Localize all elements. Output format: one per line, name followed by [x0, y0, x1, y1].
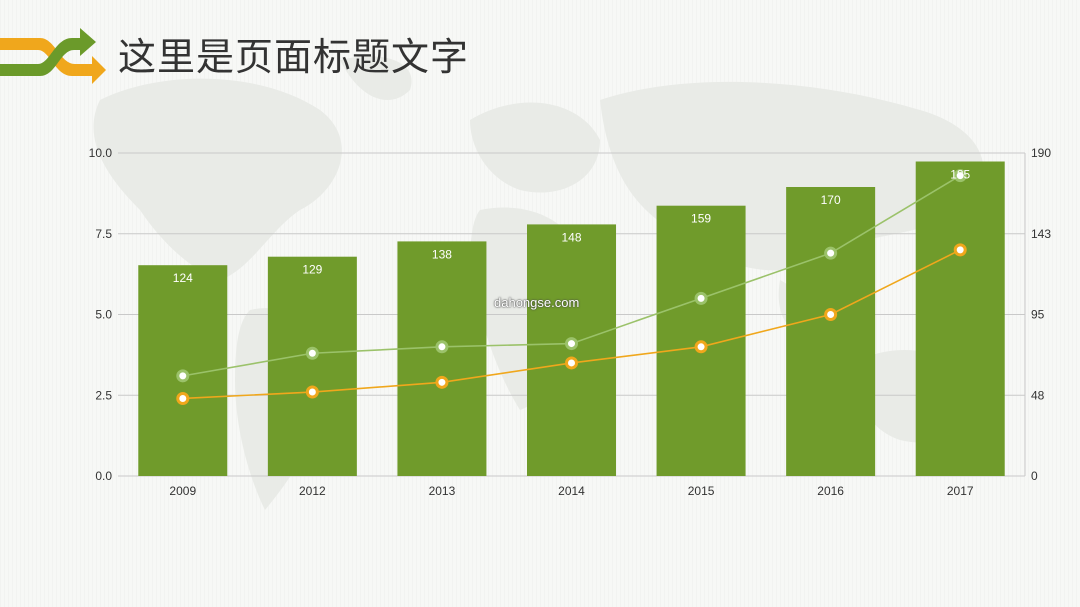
y-right-tick-label: 0 — [1031, 469, 1038, 483]
x-tick-label: 2012 — [299, 484, 326, 498]
watermark: dahongse.com — [494, 295, 580, 310]
y-right-tick-label: 190 — [1031, 146, 1051, 160]
line-point — [694, 340, 708, 354]
line-point — [435, 340, 449, 354]
y-right-tick-label: 143 — [1031, 227, 1051, 241]
bar-data-label: 138 — [432, 247, 452, 261]
bar-data-label: 129 — [302, 263, 322, 277]
line-point — [176, 369, 190, 383]
bar — [915, 161, 1005, 476]
page-title: 这里是页面标题文字 — [118, 35, 470, 79]
line-point — [824, 308, 838, 321]
x-tick-label: 2014 — [558, 484, 585, 498]
bar-data-label: 148 — [561, 230, 581, 244]
y-left-tick-label: 5.0 — [95, 308, 112, 322]
x-tick-label: 2016 — [817, 484, 844, 498]
bar-data-label: 170 — [821, 193, 841, 207]
bar — [527, 224, 616, 476]
x-tick-label: 2013 — [429, 484, 456, 498]
y-right-tick-label: 95 — [1031, 308, 1045, 322]
line-point — [565, 356, 578, 370]
y-left-tick-label: 2.5 — [95, 388, 112, 402]
line-point — [953, 169, 967, 183]
line-point — [305, 346, 319, 360]
bar-data-label: 124 — [173, 271, 193, 285]
line-point — [824, 246, 838, 260]
bar — [397, 241, 487, 476]
line-point — [565, 337, 578, 351]
bar-data-label: 185 — [950, 168, 970, 182]
line-point — [953, 243, 967, 257]
x-tick-label: 2009 — [169, 484, 196, 498]
bar — [267, 256, 357, 476]
axis-labels: 0.0 2.5 5.0 7.5 10.0 0 48 95 143 190 2009 2012 2013 2… — [89, 146, 1052, 498]
line-point — [435, 375, 449, 389]
bar-series — [138, 161, 1005, 476]
line-point — [305, 385, 319, 399]
line-point — [694, 291, 708, 305]
line-point — [176, 391, 190, 405]
y-left-tick-label: 0.0 — [95, 469, 112, 483]
y-right-tick-label: 48 — [1031, 388, 1045, 402]
x-tick-label: 2017 — [947, 484, 974, 498]
y-left-tick-label: 7.5 — [95, 227, 112, 241]
bar — [786, 187, 876, 476]
x-tick-label: 2015 — [688, 484, 715, 498]
y-left-tick-label: 10.0 — [89, 146, 113, 160]
logo-arrows-icon — [0, 28, 106, 84]
bar-data-label: 159 — [691, 212, 711, 226]
line-series — [176, 169, 967, 405]
